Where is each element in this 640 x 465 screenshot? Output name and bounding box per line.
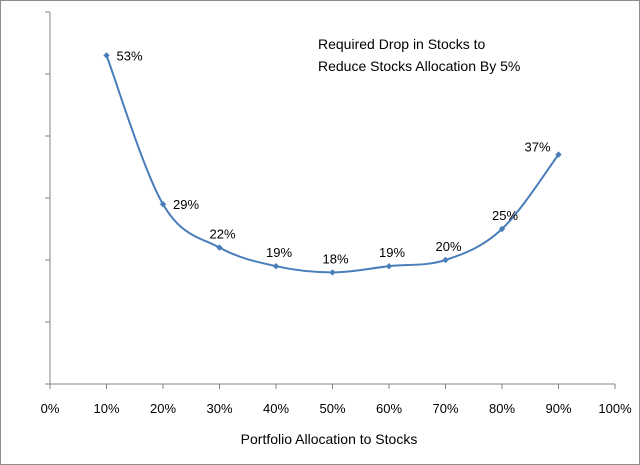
data-point — [216, 244, 223, 251]
chart-title-line-2: Reduce Stocks Allocation By 5% — [318, 58, 520, 74]
data-point — [442, 256, 449, 264]
data-label: 20% — [435, 239, 461, 254]
series-line — [105, 55, 560, 274]
data-label: 19% — [266, 245, 292, 260]
x-tick-label: 0% — [41, 401, 60, 416]
series-layer — [103, 52, 562, 276]
x-tick-label: 10% — [93, 401, 119, 416]
data-point — [555, 151, 562, 158]
data-label: 53% — [117, 48, 143, 63]
x-tick-label: 80% — [489, 401, 515, 416]
x-axis-title: Portfolio Allocation to Stocks — [241, 431, 418, 447]
data-label: 29% — [173, 197, 199, 212]
x-tick-label: 70% — [432, 401, 458, 416]
x-tick-label: 100% — [598, 401, 632, 416]
data-point — [329, 269, 336, 276]
x-tick-label: 30% — [206, 401, 232, 416]
data-label: 22% — [209, 227, 235, 242]
data-label: 25% — [492, 208, 518, 223]
data-point — [498, 225, 506, 233]
x-tick-label: 20% — [150, 401, 176, 416]
data-label: 18% — [322, 251, 348, 266]
x-tick-label: 50% — [319, 401, 345, 416]
data-point — [159, 201, 167, 208]
data-point — [272, 263, 280, 270]
data-labels: 53% 29% 22% 19% 18% 19% 20% 25% 37% — [117, 48, 551, 266]
data-point — [103, 52, 110, 59]
x-tick-label: 90% — [545, 401, 571, 416]
data-point — [385, 263, 393, 270]
data-label: 37% — [524, 140, 550, 155]
x-tick-label: 40% — [263, 401, 289, 416]
chart-title-line-1: Required Drop in Stocks to — [318, 36, 486, 52]
data-label: 19% — [379, 245, 405, 260]
tick-marks: 0% 10% 20% 30% 40% 50% 60% 70% 80% 90% 100% — [41, 11, 632, 416]
x-tick-label: 60% — [376, 401, 402, 416]
